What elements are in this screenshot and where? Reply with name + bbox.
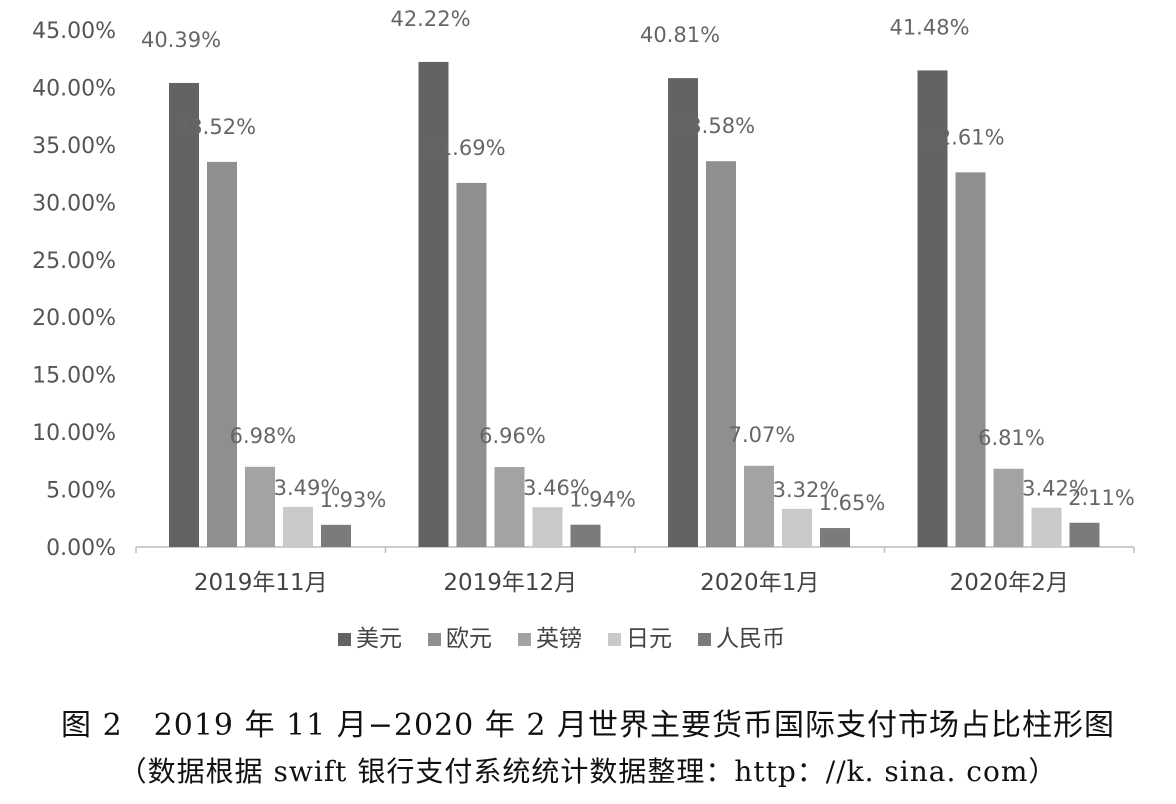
bar (782, 508, 812, 547)
data-label: 7.07% (729, 423, 796, 447)
y-tick-label: 25.00% (32, 249, 116, 274)
data-label: 1.93% (320, 488, 387, 512)
legend-swatch (608, 633, 621, 646)
bar (532, 507, 563, 547)
data-label: 2.11% (1068, 486, 1135, 510)
data-label: 6.81% (978, 426, 1045, 450)
data-label: 1.94% (569, 488, 636, 512)
y-tick-label: 15.00% (32, 364, 116, 389)
legend-label: 英镑 (536, 626, 582, 652)
data-label: 32.61% (924, 125, 1004, 149)
legend-label: 欧元 (446, 626, 492, 652)
y-tick-label: 20.00% (32, 306, 116, 331)
x-tick-label: 2020年1月 (700, 570, 819, 596)
bar (321, 524, 351, 547)
data-label: 6.98% (230, 424, 297, 448)
bar (993, 468, 1024, 547)
legend-swatch (518, 633, 531, 646)
x-tick-label: 2019年12月 (443, 570, 577, 596)
bar (820, 528, 850, 547)
figure-caption: 图 2 2019 年 11 月−2020 年 2 月世界主要货币国际支付市场占比… (61, 708, 1115, 743)
y-tick-label: 40.00% (32, 76, 116, 101)
data-label: 40.81% (640, 23, 720, 47)
data-label: 42.22% (390, 7, 470, 31)
data-label: 3.42% (1022, 477, 1089, 501)
bar (668, 78, 698, 548)
legend-label: 人民币 (716, 626, 785, 652)
y-tick-label: 45.00% (32, 19, 116, 44)
data-label: 33.52% (176, 115, 256, 139)
data-label: 3.46% (523, 476, 590, 500)
data-label: 33.58% (675, 114, 755, 138)
bar (456, 182, 487, 547)
y-tick-label: 5.00% (46, 479, 116, 504)
data-label: 3.32% (773, 478, 840, 502)
data-label: 3.49% (274, 476, 341, 500)
bar-chart: 0.00% 5.00% 10.00% 15.00% 20.00% 25.00% 30.00%… (32, 7, 1135, 652)
data-label: 41.48% (889, 15, 969, 39)
bar (1069, 522, 1100, 547)
bar (169, 82, 199, 547)
figure-source-note: （数据根据 swift 银行支付系统统计数据整理：http：//k. sina.… (118, 755, 1058, 788)
bar (955, 172, 986, 547)
bar (744, 465, 774, 547)
bar (917, 70, 948, 547)
legend-swatch (338, 633, 351, 646)
bar (207, 161, 237, 547)
bar (494, 467, 525, 547)
bar (570, 524, 601, 547)
chart: 0.00% 5.00% 10.00% 15.00% 20.00% 25.00% 30.00%… (32, 7, 1135, 652)
bar (418, 61, 449, 547)
legend-swatch (428, 633, 441, 646)
x-tick-label: 2019年11月 (194, 570, 328, 596)
bar (706, 161, 736, 547)
data-label: 1.65% (819, 491, 886, 515)
y-tick-label: 0.00% (46, 536, 116, 561)
bar (283, 506, 313, 547)
data-label: 40.39% (141, 28, 221, 52)
data-label: 31.69% (425, 136, 505, 160)
legend-label: 日元 (626, 626, 672, 652)
legend-label: 美元 (356, 626, 402, 652)
data-label: 6.96% (479, 424, 546, 448)
legend-swatch (698, 633, 711, 646)
bar (1031, 507, 1062, 547)
y-tick-label: 10.00% (32, 421, 116, 446)
bar (245, 466, 275, 547)
x-tick-label: 2020年2月 (950, 570, 1069, 596)
y-tick-label: 35.00% (32, 134, 116, 159)
y-tick-label: 30.00% (32, 191, 116, 216)
